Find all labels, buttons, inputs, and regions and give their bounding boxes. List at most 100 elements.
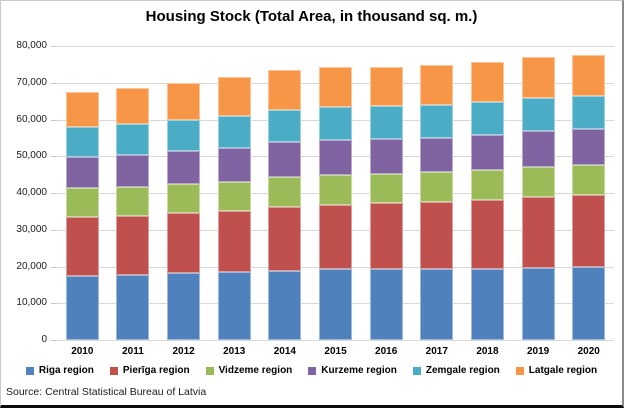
bar-segment [369,269,403,340]
bar-segment [470,169,504,200]
stacked-bar-2019 [521,57,555,340]
bar-slot-2019 [513,46,564,340]
bar-segment [521,57,555,99]
x-axis-label: 2010 [71,346,94,357]
legend-item: Riga region [25,365,94,376]
legend-swatch-icon [308,366,317,375]
y-axis-label: 20,000 [16,260,47,272]
x-axis-label: 2012 [172,346,195,357]
stacked-bar-2010 [65,91,99,340]
bar-segment [268,177,302,207]
legend-swatch-icon [412,366,421,375]
bar-segment [268,70,302,110]
bars-container [57,46,614,340]
y-axis-label: 50,000 [16,150,47,162]
bar-segment [65,126,99,158]
bar-segment [167,83,201,120]
bar-segment [470,134,504,170]
legend-item: Vidzeme region [205,365,293,376]
bar-slot-2012 [158,46,209,340]
bar-segment [319,107,353,141]
bar-segment [521,98,555,132]
bar-segment [116,88,150,124]
legend-label: Zemgale region [425,365,500,376]
bar-segment [167,213,201,274]
bar-segment [319,67,353,108]
gridline [57,46,614,47]
bar-segment [319,140,353,176]
bar-slot-2018 [462,46,513,340]
bar-slot-2011 [108,46,159,340]
legend-swatch-icon [205,366,214,375]
stacked-bar-2013 [217,77,251,340]
bar-segment [470,61,504,103]
bar-slot-2013 [209,46,260,340]
bar-segment [572,164,606,196]
bar-segment [470,199,504,269]
legend-item: Pierīga region [109,365,190,376]
y-axis-tick [51,119,57,121]
bar-segment [369,139,403,174]
x-axis-label: 2017 [425,346,448,357]
bar-segment [217,147,251,182]
stacked-bar-2017 [420,65,454,340]
bar-segment [572,195,606,268]
source-note: Source: Central Statistical Bureau of La… [6,386,207,398]
bar-segment [521,131,555,167]
legend-label: Vidzeme region [218,365,293,376]
legend-label: Riga region [38,365,94,376]
y-axis-label: 10,000 [16,297,47,309]
bar-segment [217,211,251,272]
bar-segment [65,157,99,189]
bar-slot-2016 [361,46,412,340]
bar-segment [116,215,150,275]
legend-item: Kurzeme region [308,365,397,376]
bar-segment [369,173,403,204]
chart-title: Housing Stock (Total Area, in thousand s… [145,8,478,25]
bar-segment [65,91,99,127]
bar-segment [319,269,353,340]
y-axis-label: 0 [41,334,47,345]
bar-segment [319,175,353,205]
bar-segment [572,96,606,130]
bar-segment [572,267,606,340]
bar-segment [268,206,302,271]
bar-segment [268,109,302,143]
stacked-bar-2016 [369,66,403,340]
legend-label: Pierīga region [122,365,190,376]
stacked-bar-2015 [319,67,353,340]
bar-slot-2010 [57,46,108,340]
legend-swatch-icon [109,366,118,375]
y-axis-tick [51,303,57,305]
bar-segment [116,155,150,187]
bar-segment [65,188,99,218]
bar-slot-2017 [411,46,462,340]
bar-segment [572,54,606,97]
bar-segment [116,123,150,156]
bar-segment [369,106,403,140]
y-axis-tick [51,156,57,158]
bar-segment [65,217,99,276]
x-axis-label: 2013 [223,346,246,357]
bar-segment [470,102,504,135]
bar-segment [167,183,201,214]
x-axis-label: 2016 [375,346,398,357]
y-axis-tick [51,193,57,194]
bar-slot-2014 [260,46,311,340]
bar-segment [521,197,555,268]
y-axis-tick [51,340,57,341]
bar-segment [167,119,201,152]
bar-segment [420,137,454,173]
stacked-bar-2012 [167,83,201,340]
x-axis-label: 2019 [526,346,550,357]
bar-segment [319,204,353,270]
bar-segment [268,142,302,178]
bar-segment [572,129,606,165]
bar-segment [217,271,251,340]
bar-segment [217,77,251,116]
x-axis-label: 2018 [476,346,499,357]
gridline [57,340,614,341]
bar-segment [116,274,150,340]
bar-segment [167,273,201,340]
